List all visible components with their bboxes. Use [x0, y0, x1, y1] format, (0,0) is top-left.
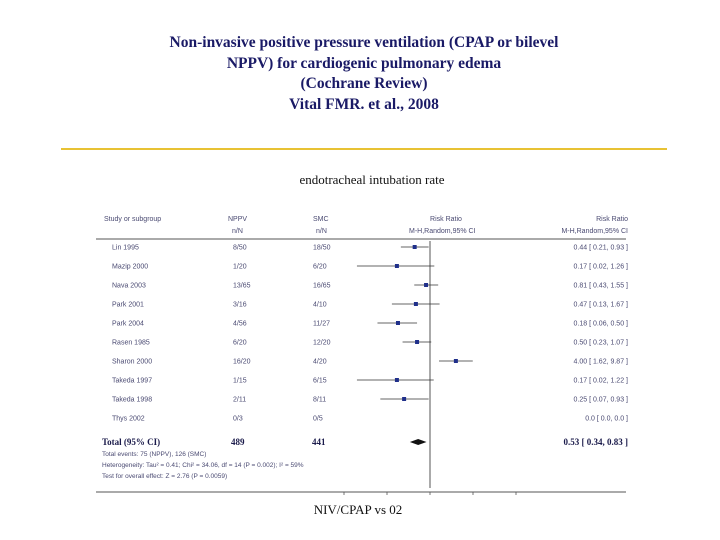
header-study: Study or subgroup [104, 216, 161, 223]
total-rr-ci: 0.53 [ 0.34, 0.83 ] [564, 437, 629, 447]
total-diamond [409, 439, 427, 445]
rr-ci-value: 0.25 [ 0.07, 0.93 ] [574, 397, 629, 404]
rr-ci-value: 0.18 [ 0.06, 0.50 ] [574, 321, 629, 328]
smc-value: 0/5 [313, 416, 323, 423]
header-rr-right-sub: M-H,Random,95% CI [561, 228, 628, 235]
rr-ci-value: 0.0 [ 0.0, 0.0 ] [585, 416, 628, 423]
forest-headers: Study or subgroup NPPV SMC Risk Ratio Ri… [104, 216, 628, 235]
study-rows: Lin 1995 8/50 18/50 0.44 [ 0.21, 0.93 ] Mazi… [102, 241, 628, 495]
study-name: Lin 1995 [112, 245, 139, 252]
effect-marker [395, 321, 400, 325]
slide-title: Non-invasive positive pressure ventilati… [0, 33, 720, 115]
rr-ci-value: 0.81 [ 0.43, 1.55 ] [574, 283, 629, 290]
effect-marker [453, 359, 458, 363]
nppv-value: 3/16 [233, 302, 247, 309]
study-name: Park 2004 [112, 321, 144, 328]
footnote-line: Heterogeneity: Tau² = 0.41; Chi² = 34.06… [102, 462, 304, 469]
smc-value: 6/15 [313, 378, 327, 385]
header-smc-sub: n/N [316, 228, 327, 235]
effect-marker [413, 302, 418, 306]
smc-value: 8/11 [313, 397, 326, 404]
smc-value: 18/50 [313, 245, 331, 252]
footnotes: Total events: 75 (NPPV), 126 (SMC) Hetero… [102, 451, 304, 480]
study-name: Takeda 1998 [112, 397, 152, 404]
nppv-value: 13/65 [233, 283, 251, 290]
footnote-line: Test for overall effect: Z = 2.76 (P = 0… [102, 473, 227, 480]
header-rr-center: Risk Ratio [430, 216, 462, 223]
title-divider [61, 148, 667, 150]
smc-value: 16/65 [313, 283, 331, 290]
title-line-1: Non-invasive positive pressure ventilati… [169, 34, 559, 51]
effect-marker [394, 264, 399, 268]
nppv-value: 1/20 [233, 264, 247, 271]
header-rr-center-sub: M-H,Random,95% CI [409, 228, 476, 235]
study-name: Takeda 1997 [112, 378, 152, 385]
nppv-value: 0/3 [233, 416, 243, 423]
rr-ci-value: 0.17 [ 0.02, 1.26 ] [574, 264, 629, 271]
effect-marker [402, 397, 407, 401]
total-nppv: 489 [231, 437, 245, 447]
chart-caption: NIV/CPAP vs 02 [313, 502, 403, 517]
title-line-3: (Cochrane Review) [300, 75, 428, 92]
header-nppv-sub: n/N [232, 228, 243, 235]
rr-ci-value: 0.47 [ 0.13, 1.67 ] [574, 302, 629, 309]
smc-value: 11/27 [313, 321, 330, 328]
header-smc: SMC [313, 216, 329, 223]
smc-value: 12/20 [313, 340, 331, 347]
rr-ci-value: 0.44 [ 0.21, 0.93 ] [574, 245, 629, 252]
effect-marker [424, 283, 429, 287]
nppv-value: 1/15 [233, 378, 247, 385]
smc-value: 4/10 [313, 302, 327, 309]
chart-subtitle: endotracheal intubation rate [299, 172, 445, 187]
header-nppv: NPPV [228, 216, 247, 223]
study-name: Nava 2003 [112, 283, 146, 290]
effect-marker [415, 340, 420, 344]
rr-ci-value: 0.50 [ 0.23, 1.07 ] [574, 340, 629, 347]
smc-value: 6/20 [313, 264, 327, 271]
title-line-4: Vital FMR. et al., 2008 [289, 95, 439, 113]
study-name: Thys 2002 [112, 416, 145, 423]
total-label: Total (95% CI) [102, 437, 160, 447]
effect-marker [412, 245, 417, 249]
study-name: Rasen 1985 [112, 340, 150, 347]
study-name: Sharon 2000 [112, 359, 152, 366]
nppv-value: 16/20 [233, 359, 251, 366]
rr-ci-value: 0.17 [ 0.02, 1.22 ] [574, 378, 629, 385]
study-name: Mazip 2000 [112, 264, 148, 271]
study-name: Park 2001 [112, 302, 144, 309]
footnote-line: Total events: 75 (NPPV), 126 (SMC) [102, 451, 206, 458]
rr-ci-value: 4.00 [ 1.62, 9.87 ] [574, 359, 629, 366]
nppv-value: 4/56 [233, 321, 247, 328]
nppv-value: 6/20 [233, 340, 247, 347]
nppv-value: 2/11 [233, 397, 246, 404]
total-smc: 441 [312, 437, 326, 447]
effect-marker [394, 378, 399, 382]
smc-value: 4/20 [313, 359, 327, 366]
nppv-value: 8/50 [233, 245, 247, 252]
title-line-2: NPPV) for cardiogenic pulmonary edema [226, 54, 502, 72]
header-rr-right: Risk Ratio [596, 216, 628, 223]
